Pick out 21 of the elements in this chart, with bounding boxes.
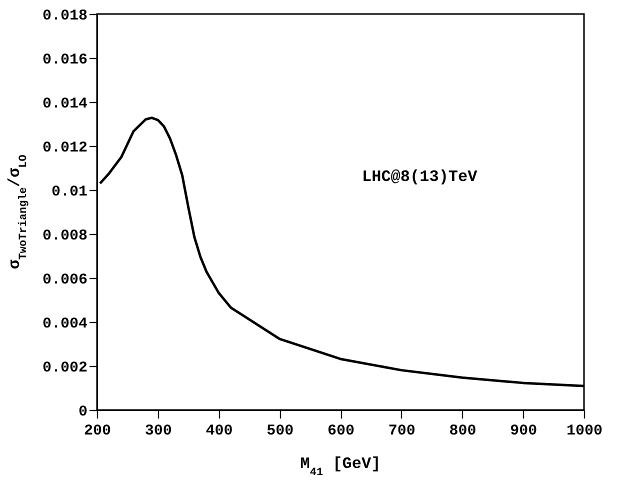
x-tick-label: 1000 — [566, 422, 603, 440]
y-tick-label: 0.006 — [42, 272, 88, 288]
x-tick-label: 500 — [266, 422, 294, 440]
x-tick-label: 400 — [206, 422, 233, 440]
x-tick-label: 900 — [510, 422, 538, 440]
x-tick-label: 600 — [327, 422, 355, 440]
y-tick-label: 0.004 — [42, 316, 88, 332]
x-tick-label: 200 — [84, 422, 112, 440]
y-tick-label: 0.012 — [42, 140, 88, 156]
x-tick-label: 800 — [449, 422, 476, 440]
y-tick-label: 0.016 — [42, 52, 88, 68]
x-tick-label: 700 — [388, 422, 416, 440]
x-tick-label: 300 — [144, 422, 172, 440]
y-tick-label: 0.01 — [51, 184, 88, 200]
annotation: LHC@8(13)TeV — [362, 168, 478, 186]
y-axis-title: σTwoTriangle/σLO — [6, 154, 30, 270]
y-tick-label: 0.002 — [42, 360, 88, 376]
y-tick-label: 0.014 — [42, 96, 88, 112]
y-tick-label: 0.008 — [42, 228, 88, 244]
y-tick-label: 0.018 — [42, 8, 88, 24]
y-tick-label: 0 — [78, 404, 88, 420]
